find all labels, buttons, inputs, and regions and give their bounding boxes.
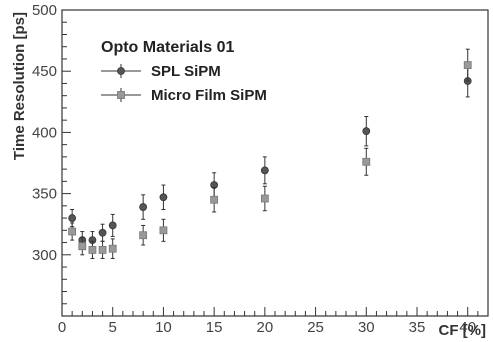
x-tick-label: 15 bbox=[206, 319, 223, 336]
data-point bbox=[260, 194, 269, 203]
data-point bbox=[210, 195, 219, 204]
data-point bbox=[78, 242, 87, 251]
y-tick-label: 300 bbox=[32, 247, 57, 264]
x-tick-label: 35 bbox=[409, 319, 426, 336]
data-point bbox=[159, 193, 168, 202]
data-point bbox=[139, 203, 148, 211]
data-point bbox=[159, 226, 168, 235]
x-tick-label: 0 bbox=[58, 319, 66, 336]
y-tick-label: 500 bbox=[32, 2, 57, 19]
x-tick-label: 10 bbox=[155, 319, 172, 336]
data-point bbox=[362, 127, 371, 136]
series-micro-film-sipm bbox=[68, 48, 472, 259]
x-tick-label: 30 bbox=[358, 319, 375, 336]
data-points bbox=[68, 48, 472, 259]
y-tick-label: 350 bbox=[32, 186, 57, 203]
legend-title: Opto Materials 01 bbox=[101, 39, 234, 56]
data-point bbox=[108, 244, 117, 253]
y-tick-label: 450 bbox=[32, 63, 57, 80]
data-point bbox=[463, 61, 472, 69]
x-tick-label: 5 bbox=[109, 319, 117, 336]
x-axis-title: CF [%] bbox=[439, 322, 487, 339]
legend-marker-spl-icon bbox=[117, 67, 125, 75]
x-tick-label: 25 bbox=[307, 319, 324, 336]
data-point bbox=[139, 231, 148, 240]
y-tick-label: 400 bbox=[32, 124, 57, 141]
data-point bbox=[108, 221, 117, 230]
legend: Opto Materials 01 SPL SiPM Micro Film Si… bbox=[101, 39, 267, 104]
axis-ticks bbox=[61, 9, 489, 316]
data-point bbox=[68, 227, 77, 236]
y-tick-labels: 300 350 400 450 500 bbox=[32, 2, 57, 264]
data-point bbox=[68, 214, 77, 222]
x-tick-label: 40 bbox=[459, 319, 476, 336]
y-axis-title: Time Resolution [ps] bbox=[11, 12, 28, 160]
legend-marker-microfilm-icon bbox=[117, 91, 125, 99]
x-tick-label: 20 bbox=[257, 319, 274, 336]
legend-entry-spl: SPL SiPM bbox=[101, 63, 221, 80]
legend-entry-microfilm: Micro Film SiPM bbox=[101, 87, 267, 104]
legend-label-microfilm: Micro Film SiPM bbox=[151, 87, 267, 104]
data-point bbox=[88, 246, 97, 254]
data-point bbox=[98, 246, 107, 254]
data-point bbox=[260, 166, 269, 175]
data-point bbox=[98, 228, 107, 237]
x-tick-labels: 0 5 10 15 20 25 30 35 40 bbox=[58, 319, 476, 336]
legend-label-spl: SPL SiPM bbox=[151, 63, 221, 80]
data-point bbox=[362, 157, 371, 166]
